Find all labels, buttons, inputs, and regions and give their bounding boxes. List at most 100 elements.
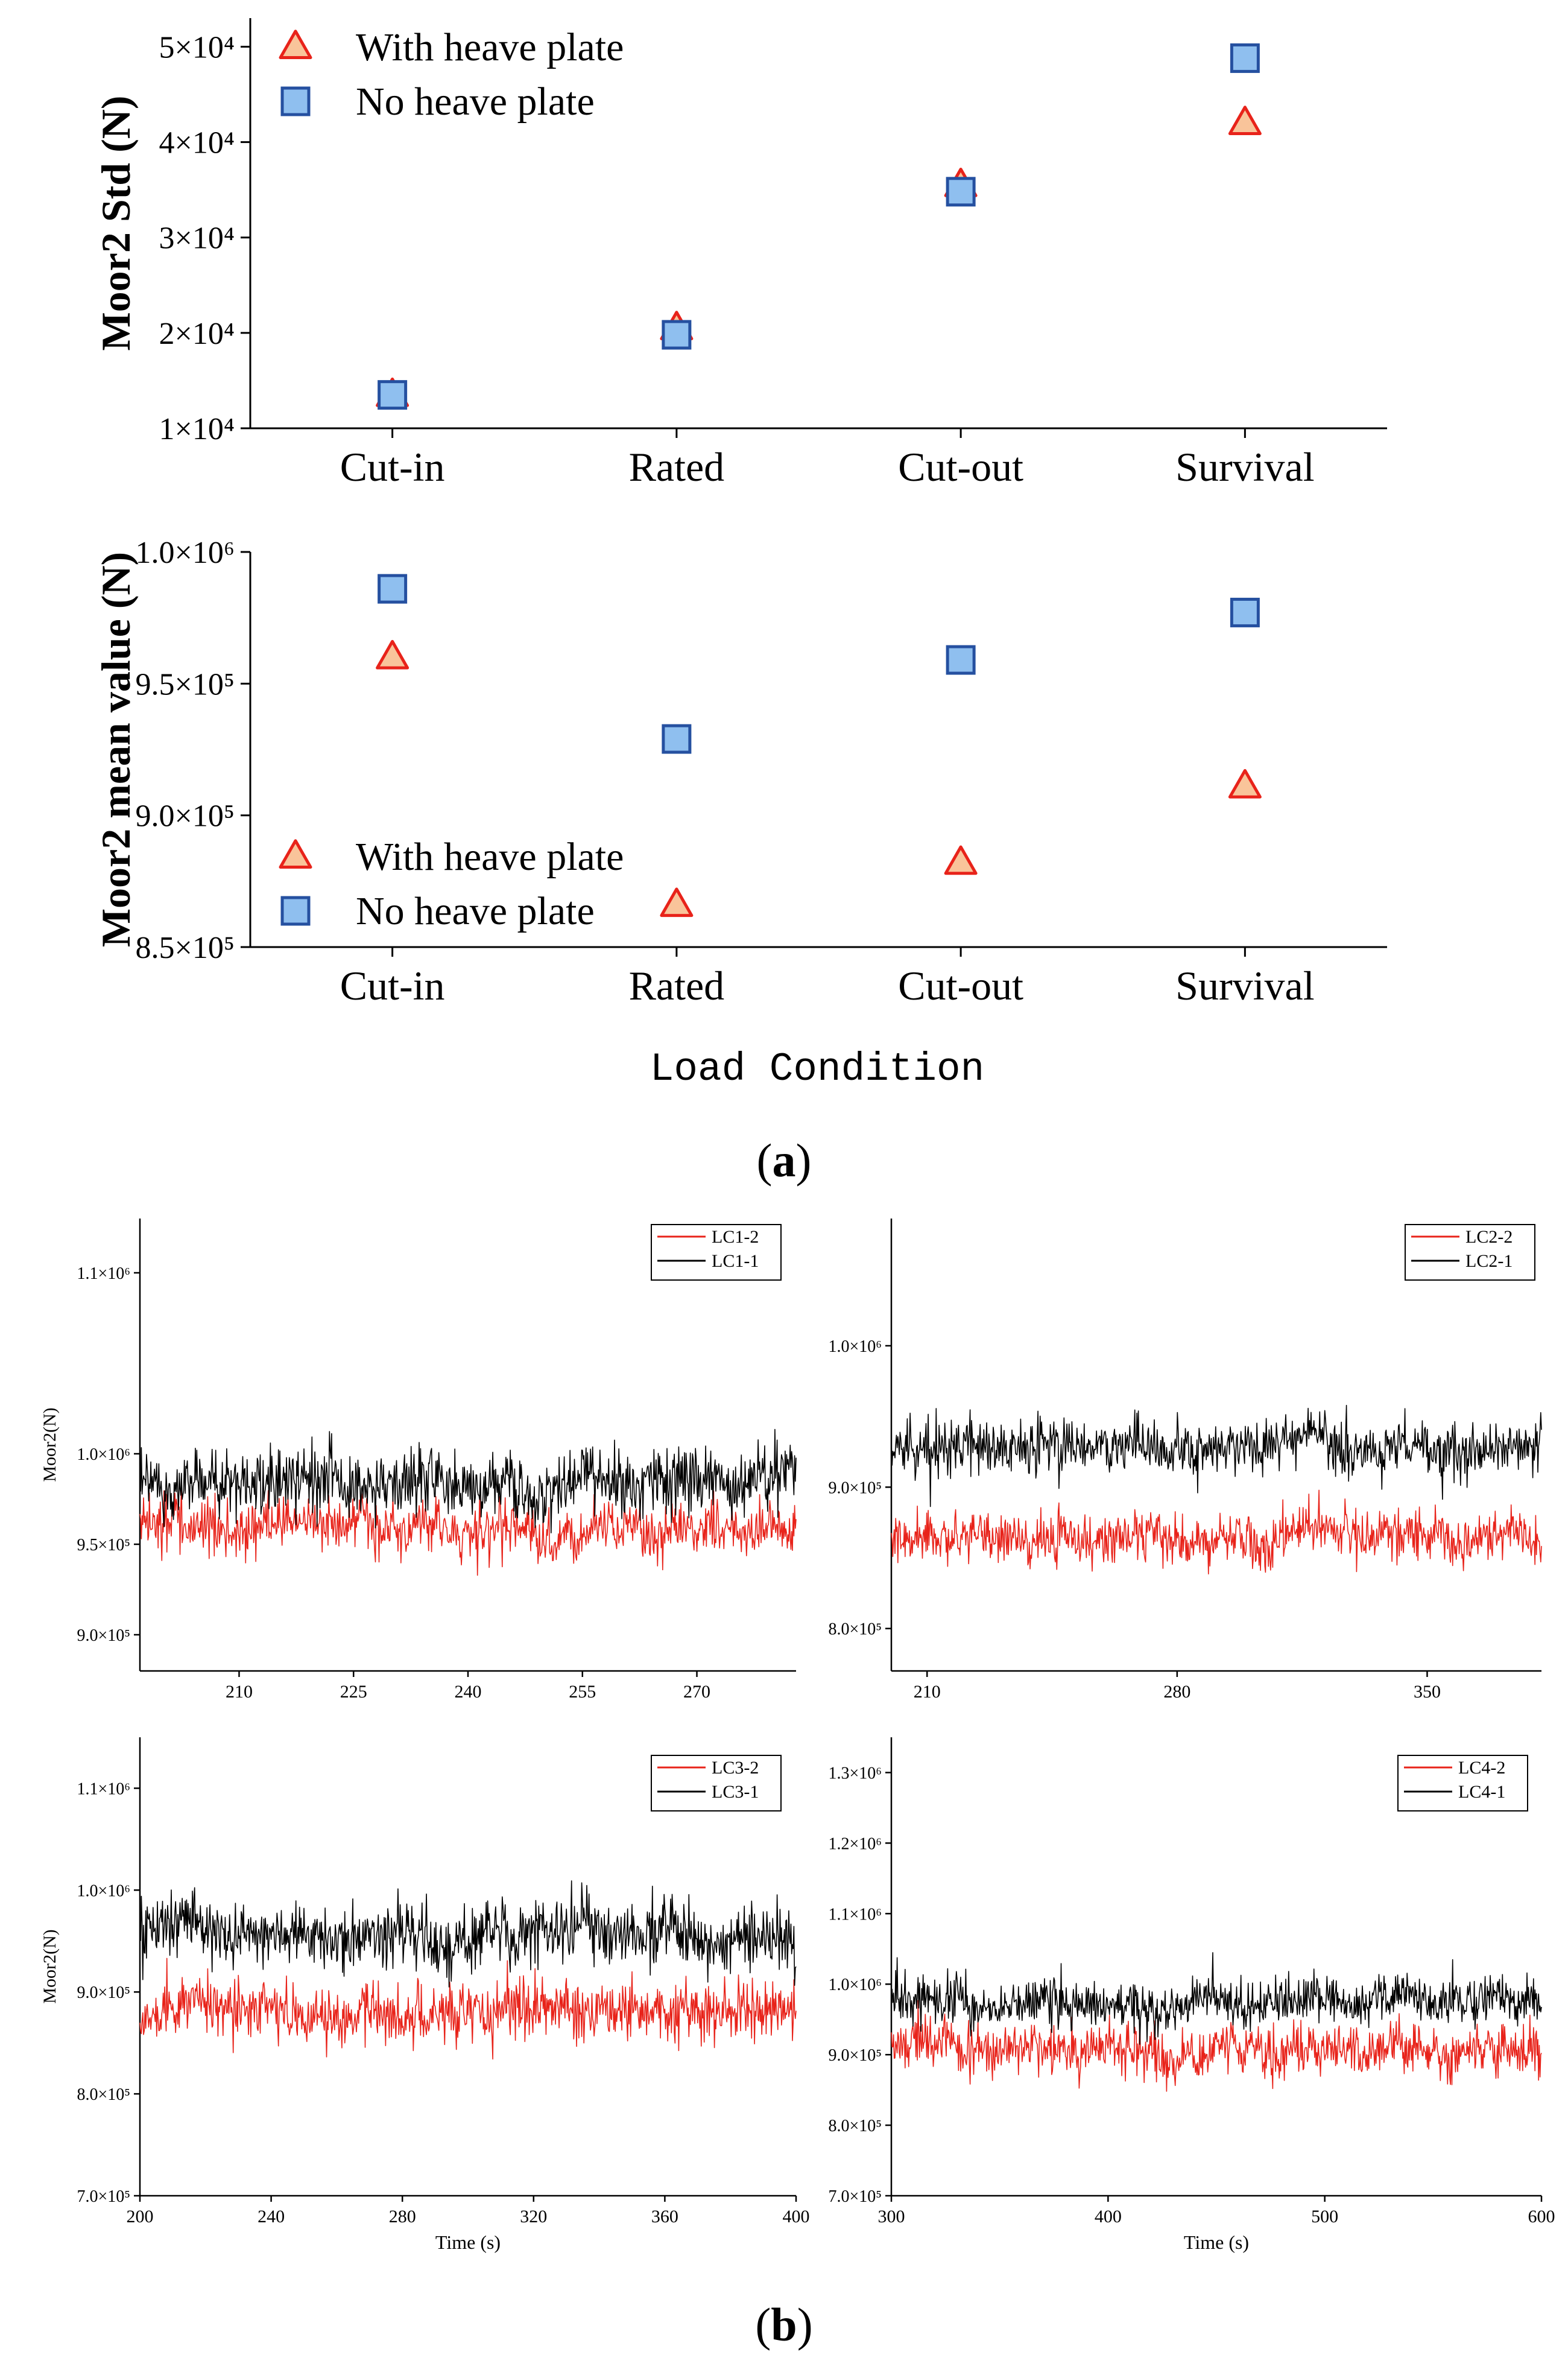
point-triangle	[660, 887, 694, 918]
point-triangle	[1228, 106, 1262, 135]
x-tick-label: 500	[1311, 2207, 1338, 2227]
x-tick-label: Cut-out	[898, 963, 1023, 1009]
legend-label: LC4-2	[1458, 1758, 1505, 1778]
legend-label: No heave plate	[356, 80, 595, 124]
legend-label: LC2-1	[1465, 1251, 1513, 1271]
series-lc4-1	[891, 1952, 1542, 2045]
chart-lc1: 9.0×10⁵ 9.5×10⁵ 1.0×10⁶ 1.1×10⁶ 210 225 240 255…	[40, 1219, 797, 1702]
y-tick-label: 5×10⁴	[159, 30, 235, 65]
y-tick-label: 1.1×10⁶	[77, 1780, 130, 1798]
y-tick-label: 1.0×10⁶	[136, 536, 235, 570]
point-square	[946, 177, 976, 207]
legend-label: With heave plate	[356, 25, 624, 69]
y-tick-label: 1.2×10⁶	[828, 1834, 882, 1853]
y-tick-label: 9.0×10⁵	[828, 2046, 882, 2065]
legend-triangle	[279, 839, 312, 869]
legend-label: LC2-2	[1465, 1227, 1513, 1247]
y-tick-label: 8.0×10⁵	[77, 2085, 130, 2104]
panel-label-a: (a)	[757, 1134, 812, 1187]
legend-box	[1397, 1755, 1528, 1811]
y-tick-label: 8.0×10⁵	[828, 1620, 882, 1639]
y-tick-label: 2×10⁴	[159, 317, 235, 351]
x-tick-label: Survival	[1175, 444, 1314, 490]
x-axis-label: Time (s)	[1184, 2231, 1249, 2253]
legend: With heave plate No heave plate	[279, 25, 624, 124]
point-square	[378, 380, 408, 410]
legend-label: No heave plate	[356, 889, 595, 933]
series-lc1-2	[139, 1482, 797, 1576]
legend-label: With heave plate	[356, 835, 624, 879]
y-tick-label: 8.5×10⁵	[136, 931, 235, 965]
y-axis-label: Moor2 mean value (N)	[93, 552, 139, 947]
x-axis-label: Load Condition	[650, 1047, 985, 1092]
legend-box	[1405, 1224, 1535, 1281]
legend-box	[651, 1755, 782, 1811]
y-tick-label: 9.0×10⁵	[828, 1479, 882, 1497]
x-tick-label: 280	[389, 2207, 416, 2227]
x-tick-label: 210	[226, 1682, 253, 1702]
series-lc2-1	[891, 1404, 1542, 1507]
chart-lc3: 7.0×10⁵ 8.0×10⁵ 9.0×10⁵ 1.0×10⁶ 1.1×10⁶ 200 24…	[40, 1737, 810, 2253]
x-axis-label: Time (s)	[435, 2231, 501, 2253]
y-tick-label: 7.0×10⁵	[828, 2187, 882, 2206]
y-tick-label: 1.0×10⁶	[828, 1337, 882, 1356]
y-tick-label: 9.5×10⁵	[136, 667, 235, 702]
y-tick-label: 1.0×10⁶	[77, 1881, 130, 1900]
x-tick-label: 240	[258, 2207, 285, 2227]
point-triangle	[376, 639, 409, 670]
legend-label: LC1-2	[712, 1227, 759, 1247]
legend-square	[280, 896, 311, 926]
x-tick-label: 400	[1095, 2207, 1122, 2227]
legend: LC1-2 LC1-1	[651, 1224, 782, 1281]
y-tick-label: 4×10⁴	[159, 126, 235, 160]
x-tick-label: Cut-in	[340, 963, 445, 1009]
y-tick-label: 9.0×10⁵	[77, 1983, 130, 2002]
x-tick-label: 270	[683, 1682, 710, 1702]
point-square	[1230, 597, 1260, 627]
x-tick-label: 240	[455, 1682, 482, 1702]
x-tick-label: 600	[1528, 2207, 1555, 2227]
x-tick-label: Rated	[629, 963, 725, 1009]
x-tick-label: 210	[914, 1682, 941, 1702]
x-tick-label: 255	[569, 1682, 596, 1702]
x-tick-label: Rated	[629, 444, 725, 490]
chart-lc2: 8.0×10⁵ 9.0×10⁵ 1.0×10⁶ 210 280 350 LC2-2 LC2-1	[828, 1219, 1542, 1702]
legend-square	[280, 86, 311, 116]
legend: LC3-2 LC3-1	[651, 1755, 782, 1811]
legend-label: LC3-2	[712, 1758, 759, 1778]
chart-lc4: 7.0×10⁵ 8.0×10⁵ 9.0×10⁵ 1.0×10⁶ 1.1×10⁶ 1.2×1…	[828, 1737, 1555, 2253]
y-tick-label: 1.1×10⁶	[77, 1264, 130, 1283]
series-lc1-1	[139, 1428, 797, 1533]
legend: With heave plate No heave plate	[279, 835, 624, 933]
legend-label: LC3-1	[712, 1782, 759, 1802]
y-axis-label: Moor2(N)	[40, 1407, 60, 1482]
x-tick-label: 400	[783, 2207, 810, 2227]
y-axis-label: Moor2 Std (N)	[93, 95, 139, 350]
x-tick-label: 350	[1414, 1682, 1441, 1702]
point-square	[946, 645, 976, 675]
x-tick-label: 360	[651, 2207, 678, 2227]
series-lc4-2	[891, 2000, 1542, 2092]
y-tick-label: 7.0×10⁵	[77, 2187, 130, 2206]
legend-box	[651, 1224, 782, 1281]
chart-std: 1×10⁴ 2×10⁴ 3×10⁴ 4×10⁴ 5×10⁴ Cut-in Rated Cut-…	[93, 18, 1387, 490]
x-tick-label: Cut-out	[898, 444, 1023, 490]
x-tick-label: 225	[340, 1682, 367, 1702]
x-tick-label: Cut-in	[340, 444, 445, 490]
legend: LC4-2 LC4-1	[1397, 1755, 1528, 1811]
series-lc2-2	[891, 1489, 1542, 1574]
y-tick-label: 9.5×10⁵	[77, 1536, 130, 1555]
series-lc3-1	[139, 1880, 797, 1988]
x-tick-label: 200	[127, 2207, 154, 2227]
x-tick-label: 300	[878, 2207, 905, 2227]
point-square	[662, 320, 692, 350]
point-square	[1230, 43, 1260, 73]
y-tick-label: 1.0×10⁶	[77, 1445, 130, 1464]
y-tick-label: 9.0×10⁵	[136, 799, 235, 834]
legend: LC2-2 LC2-1	[1405, 1224, 1535, 1281]
y-tick-label: 8.0×10⁵	[828, 2117, 882, 2135]
panel-label-b: (b)	[755, 2298, 812, 2351]
y-tick-label: 1.3×10⁶	[828, 1764, 882, 1783]
series-lc3-2	[139, 1957, 797, 2060]
